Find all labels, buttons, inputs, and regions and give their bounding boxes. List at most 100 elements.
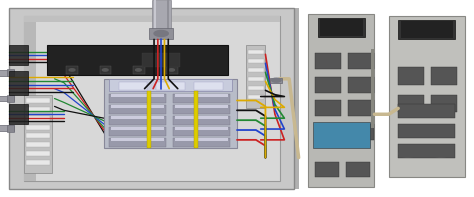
Bar (315, 53, 341, 69)
Bar (147, 91, 151, 148)
Bar (398, 67, 424, 85)
Bar (26, 160, 50, 165)
Bar (173, 127, 230, 136)
Bar (175, 127, 228, 130)
Bar (315, 77, 341, 93)
Bar (348, 53, 374, 69)
Bar (26, 98, 50, 103)
Bar (389, 16, 465, 177)
Bar (431, 95, 457, 112)
Bar (173, 116, 230, 125)
Circle shape (102, 69, 108, 71)
Bar (173, 94, 230, 103)
Bar (0, 96, 14, 101)
Bar (14, 8, 299, 189)
Circle shape (399, 150, 416, 157)
Bar (175, 138, 228, 141)
Bar (398, 20, 455, 39)
Bar (109, 138, 166, 147)
Bar (348, 100, 374, 116)
Bar (315, 100, 341, 116)
Bar (111, 138, 164, 141)
Bar (166, 66, 178, 74)
Bar (348, 77, 374, 93)
Bar (398, 95, 424, 112)
Bar (308, 14, 374, 187)
Circle shape (154, 31, 168, 36)
Bar (313, 122, 370, 148)
Bar (149, 28, 173, 39)
Bar (315, 124, 341, 140)
Bar (194, 91, 198, 148)
Bar (371, 49, 374, 128)
Bar (248, 68, 264, 72)
Bar (0, 70, 14, 76)
Bar (248, 77, 264, 81)
Bar (318, 18, 365, 37)
Bar (7, 125, 14, 132)
Circle shape (272, 78, 281, 82)
Bar (348, 124, 374, 140)
Bar (100, 66, 111, 74)
Bar (9, 45, 28, 65)
Bar (398, 144, 455, 158)
Bar (26, 151, 50, 156)
Bar (401, 21, 453, 38)
Bar (24, 16, 280, 181)
Bar (248, 59, 264, 63)
Bar (9, 104, 28, 124)
Bar (109, 127, 166, 136)
Bar (346, 162, 370, 177)
Bar (175, 105, 228, 108)
Bar (156, 82, 185, 90)
Bar (248, 95, 264, 99)
Bar (111, 94, 164, 97)
Bar (173, 138, 230, 147)
Bar (175, 116, 228, 119)
Bar (398, 124, 455, 138)
Bar (320, 19, 363, 36)
Bar (111, 105, 164, 108)
Circle shape (69, 69, 75, 71)
Bar (26, 133, 50, 138)
Bar (246, 45, 265, 108)
Bar (104, 79, 237, 148)
Circle shape (432, 150, 449, 157)
Bar (109, 116, 166, 125)
Bar (24, 16, 280, 22)
Circle shape (169, 69, 174, 71)
Bar (175, 94, 228, 97)
Bar (24, 95, 52, 173)
Bar (248, 50, 264, 54)
Bar (24, 16, 36, 181)
Bar (111, 116, 164, 119)
Bar (66, 66, 78, 74)
Bar (142, 53, 180, 67)
Bar (109, 94, 166, 103)
Bar (173, 105, 230, 114)
Bar (154, 0, 156, 30)
Bar (7, 95, 14, 102)
Bar (9, 8, 294, 189)
Bar (167, 0, 169, 30)
Bar (26, 125, 50, 130)
Bar (194, 82, 223, 90)
Bar (152, 0, 171, 30)
Bar (0, 125, 14, 131)
Bar (118, 82, 147, 90)
Bar (7, 69, 14, 76)
Bar (248, 86, 264, 90)
Bar (47, 45, 228, 75)
Bar (9, 71, 28, 95)
Bar (109, 105, 166, 114)
Bar (26, 116, 50, 121)
Bar (315, 162, 339, 177)
Circle shape (136, 69, 141, 71)
Bar (431, 67, 457, 85)
Bar (26, 142, 50, 147)
Bar (133, 66, 145, 74)
Bar (270, 78, 282, 83)
Bar (109, 79, 232, 91)
Bar (111, 127, 164, 130)
Bar (398, 104, 455, 118)
